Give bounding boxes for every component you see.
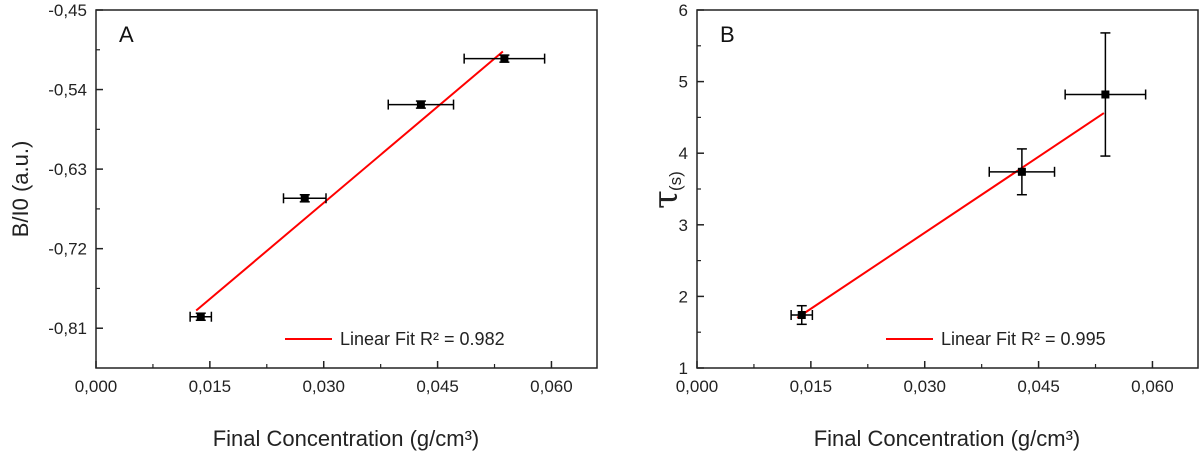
panel-label: A [119,22,134,47]
y-axis-title-symbol: τ [646,190,686,209]
data-point [500,54,509,63]
panel-b: 0,000 0,015 0,030 0,045 0,060 1 2 3 4 5 6 Linear F… [646,1,1199,451]
plot-frame [696,9,1199,369]
y-tick-label: -0,54 [48,81,87,100]
y-tick-label: -0,45 [48,1,87,20]
x-tick-label: 0,030 [302,377,345,396]
legend-label: Linear Fit R² = 0.982 [340,329,505,349]
panel-a: 0,000 0,015 0,030 0,045 0,060 -0,81 -0,72 -0,63… [8,1,598,451]
y-axis-title-unit: (s) [666,171,685,191]
x-tick-label: 0,045 [416,377,459,396]
y-tick-label: 1 [679,359,688,378]
data-point [797,311,806,320]
x-tick-label: 0,060 [530,377,573,396]
linear-fit-line [796,112,1105,319]
x-axis-title: Final Concentration (g/cm³) [814,426,1081,451]
data-points [196,54,509,321]
error-bars [790,32,1147,326]
legend: Linear Fit R² = 0.982 [285,329,505,349]
y-tick-label: -0,72 [48,240,87,259]
fit-layer [195,50,504,312]
x-tick-label: 0,000 [676,377,719,396]
x-tick-label: 0,060 [1131,377,1174,396]
ticks: 0,000 0,015 0,030 0,045 0,060 1 2 3 4 5 6 [676,1,1174,396]
y-tick-label: -0,81 [48,319,87,338]
data-point [300,194,309,203]
plot-frame [95,9,598,369]
x-axis-title: Final Concentration (g/cm³) [213,426,480,451]
y-tick-label: -0,63 [48,160,87,179]
y-axis-title: B/I0 (a.u.) [8,141,33,238]
y-tick-label: 4 [679,144,688,163]
x-tick-label: 0,000 [75,377,118,396]
x-tick-label: 0,045 [1017,377,1060,396]
y-tick-label: 6 [679,1,688,20]
error-bars [189,53,546,322]
y-tick-label: 5 [679,73,688,92]
data-points [797,90,1110,320]
fit-layer [796,112,1105,319]
data-point [196,312,205,321]
x-tick-label: 0,015 [790,377,833,396]
data-point [416,100,425,109]
ticks: 0,000 0,015 0,030 0,045 0,060 -0,81 -0,72 -0,63… [48,1,572,396]
x-tick-label: 0,030 [903,377,946,396]
data-point [1017,167,1026,176]
y-axis-title: τ (s) [646,171,686,209]
linear-fit-line [195,50,504,312]
legend-label: Linear Fit R² = 0.995 [941,329,1106,349]
data-point [1101,90,1110,99]
y-tick-label: 2 [679,287,688,306]
legend: Linear Fit R² = 0.995 [886,329,1106,349]
y-tick-label: 3 [679,216,688,235]
x-tick-label: 0,015 [189,377,232,396]
panel-label: B [720,22,735,47]
